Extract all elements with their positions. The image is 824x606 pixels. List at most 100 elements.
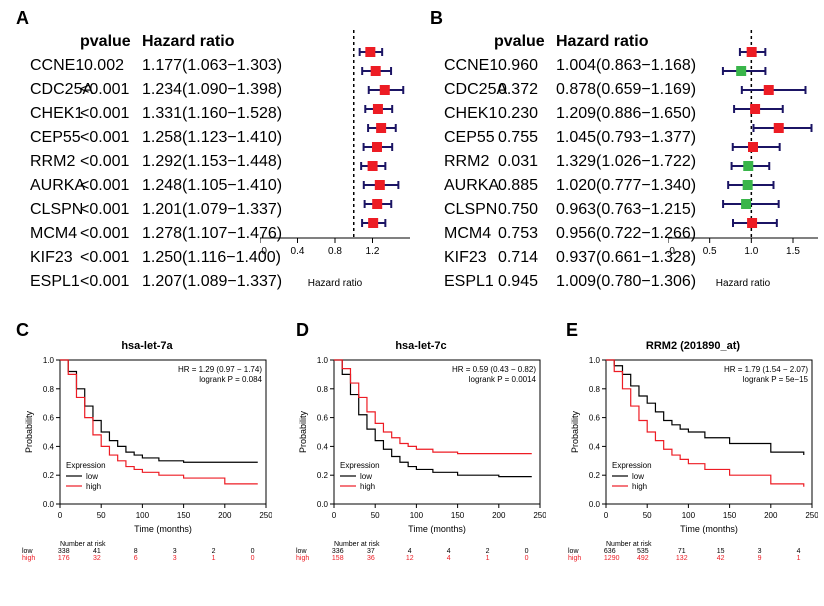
forest-row: CCNE10.9601.004(0.863−1.168)	[444, 54, 664, 78]
svg-text:50: 50	[643, 511, 652, 520]
svg-text:Time (months): Time (months)	[680, 524, 738, 534]
pvalue: 0.372	[494, 78, 544, 102]
hr-text: 1.004(0.863−1.168)	[544, 54, 664, 78]
pvalue: <0.001	[80, 222, 130, 246]
hr-text: 1.207(1.089−1.337)	[130, 270, 250, 294]
svg-text:0.4: 0.4	[317, 442, 329, 451]
forest-a-axis-label: Hazard ratio	[260, 278, 410, 289]
km-d-risk-table: Number at risklow336374420high1583612410	[296, 541, 546, 562]
risk-value: 2	[468, 548, 507, 555]
forest-row: CDC25A<0.0011.234(1.090−1.398)	[30, 78, 250, 102]
svg-text:1.5: 1.5	[786, 246, 800, 257]
forest-row: CEP550.7551.045(0.793−1.377)	[444, 126, 664, 150]
hr-text: 1.250(1.116−1.400)	[130, 246, 250, 270]
risk-value: 3	[155, 548, 194, 555]
gene-name: CEP55	[444, 126, 494, 150]
svg-text:high: high	[632, 482, 647, 491]
forest-row: RRM20.0311.329(1.026−1.722)	[444, 150, 664, 174]
svg-text:0.8: 0.8	[328, 246, 342, 257]
forest-row: CDC25A0.3720.878(0.659−1.169)	[444, 78, 664, 102]
km-e-risk-table: Number at risklow636535711534high1290492…	[568, 541, 818, 562]
km-d-title: hsa-let-7c	[296, 340, 546, 352]
pvalue: 0.750	[494, 198, 544, 222]
svg-text:high: high	[360, 482, 375, 491]
svg-text:1.0: 1.0	[589, 356, 601, 365]
risk-value: 1290	[604, 555, 623, 562]
svg-text:0: 0	[332, 511, 337, 520]
gene-name: CCNE1	[30, 54, 80, 78]
forest-b-axis-label: Hazard ratio	[668, 278, 818, 289]
forest-row: AURKA0.8851.020(0.777−1.340)	[444, 174, 664, 198]
forest-b-header-pvalue: pvalue	[494, 30, 544, 54]
km-d-plot: 0.00.20.40.60.81.0050100150200250Time (m…	[296, 354, 546, 534]
svg-text:50: 50	[371, 511, 380, 520]
svg-text:0.0: 0.0	[43, 500, 55, 509]
svg-text:logrank P = 5e−15: logrank P = 5e−15	[743, 375, 809, 384]
risk-value: 6	[116, 555, 155, 562]
forest-row: ESPL10.9451.009(0.780−1.306)	[444, 270, 664, 294]
hr-text: 1.009(0.780−1.306)	[544, 270, 664, 294]
svg-text:high: high	[86, 482, 101, 491]
gene-name: CDC25A	[30, 78, 80, 102]
svg-text:0.0: 0.0	[317, 500, 329, 509]
svg-text:200: 200	[492, 511, 506, 520]
risk-row: low338418320	[22, 548, 272, 555]
svg-text:logrank P = 0.084: logrank P = 0.084	[199, 375, 262, 384]
pvalue: 0.714	[494, 246, 544, 270]
forest-b-table: pvalue Hazard ratio CCNE10.9601.004(0.86…	[444, 30, 664, 294]
pvalue: <0.001	[80, 198, 130, 222]
risk-header: Number at risk	[60, 541, 272, 548]
pvalue: 0.230	[494, 102, 544, 126]
forest-row: CHEK10.2301.209(0.886−1.650)	[444, 102, 664, 126]
hr-text: 1.278(1.107−1.476)	[130, 222, 250, 246]
gene-name: MCM4	[444, 222, 494, 246]
pvalue: <0.001	[80, 78, 130, 102]
km-e-title: RRM2 (201890_at)	[568, 340, 818, 352]
risk-value: 636	[604, 548, 623, 555]
pvalue: <0.001	[80, 102, 130, 126]
km-e: RRM2 (201890_at) 0.00.20.40.60.81.005010…	[568, 340, 818, 562]
svg-text:0.4: 0.4	[43, 442, 55, 451]
svg-text:low: low	[86, 472, 98, 481]
svg-text:250: 250	[259, 511, 272, 520]
forest-a-header-hr: Hazard ratio	[130, 30, 250, 54]
pvalue: 0.031	[494, 150, 544, 174]
forest-row: MCM4<0.0011.278(1.107−1.476)	[30, 222, 250, 246]
svg-text:100: 100	[136, 511, 150, 520]
svg-text:150: 150	[451, 511, 465, 520]
hr-text: 1.201(1.079−1.337)	[130, 198, 250, 222]
forest-row: CHEK1<0.0011.331(1.160−1.528)	[30, 102, 250, 126]
gene-name: CDC25A	[444, 78, 494, 102]
svg-text:200: 200	[764, 511, 778, 520]
svg-text:0.2: 0.2	[589, 471, 601, 480]
forest-a-plot: 0.00.40.81.2	[260, 30, 410, 280]
svg-text:HR = 1.79 (1.54 − 2.07): HR = 1.79 (1.54 − 2.07)	[724, 365, 808, 374]
risk-row: high12904921324291	[568, 555, 818, 562]
risk-label: high	[568, 555, 604, 562]
risk-value: 4	[429, 555, 468, 562]
risk-value: 2	[194, 548, 233, 555]
gene-name: CLSPN	[444, 198, 494, 222]
svg-text:1.0: 1.0	[43, 356, 55, 365]
forest-row: RRM2<0.0011.292(1.153−1.448)	[30, 150, 250, 174]
risk-value: 336	[332, 548, 351, 555]
pvalue: <0.001	[80, 150, 130, 174]
panel-label-c: C	[16, 320, 29, 341]
hr-text: 1.331(1.160−1.528)	[130, 102, 250, 126]
hr-text: 0.956(0.722−1.266)	[544, 222, 664, 246]
forest-row: KIF23<0.0011.250(1.116−1.400)	[30, 246, 250, 270]
svg-text:HR = 1.29 (0.97 − 1.74): HR = 1.29 (0.97 − 1.74)	[178, 365, 262, 374]
svg-text:1.0: 1.0	[744, 246, 758, 257]
forest-row: CCNE10.0021.177(1.063−1.303)	[30, 54, 250, 78]
risk-header: Number at risk	[606, 541, 818, 548]
svg-text:0.8: 0.8	[317, 385, 329, 394]
svg-text:200: 200	[218, 511, 232, 520]
forest-row: AURKA<0.0011.248(1.105−1.410)	[30, 174, 250, 198]
gene-name: MCM4	[30, 222, 80, 246]
gene-name: KIF23	[444, 246, 494, 270]
gene-name: CEP55	[30, 126, 80, 150]
gene-name: CLSPN	[30, 198, 80, 222]
gene-name: ESPL1	[444, 270, 494, 294]
svg-text:100: 100	[410, 511, 424, 520]
hr-text: 1.258(1.123−1.410)	[130, 126, 250, 150]
